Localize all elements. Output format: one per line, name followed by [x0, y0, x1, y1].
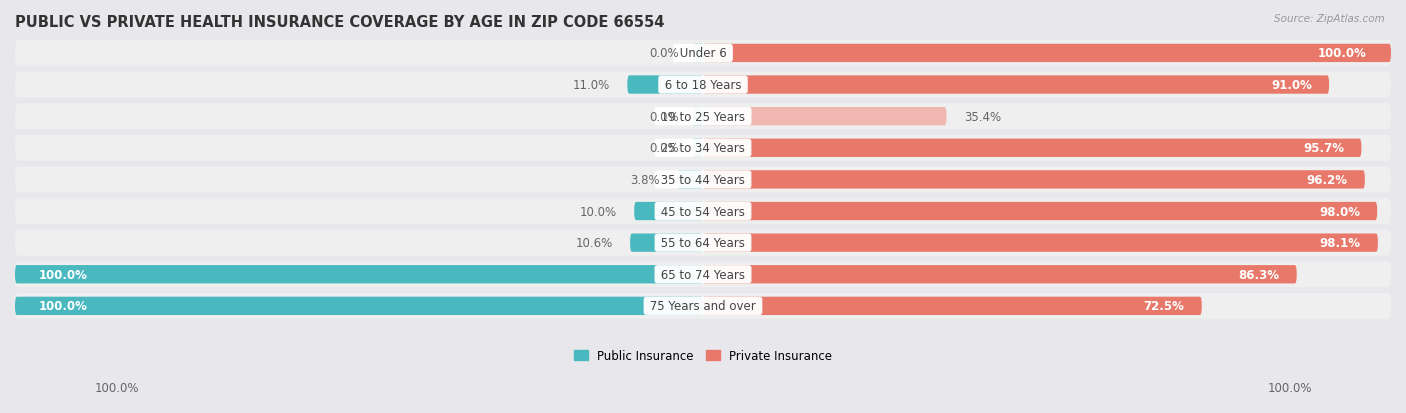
Text: 35.4%: 35.4% — [963, 110, 1001, 123]
FancyBboxPatch shape — [15, 72, 1391, 98]
Text: Under 6: Under 6 — [676, 47, 730, 60]
FancyBboxPatch shape — [15, 135, 1391, 161]
Text: 6 to 18 Years: 6 to 18 Years — [661, 79, 745, 92]
FancyBboxPatch shape — [703, 139, 1361, 158]
FancyBboxPatch shape — [15, 199, 1391, 224]
FancyBboxPatch shape — [15, 230, 1391, 256]
Text: 100.0%: 100.0% — [1317, 47, 1367, 60]
Text: 45 to 54 Years: 45 to 54 Years — [657, 205, 749, 218]
Text: 35 to 44 Years: 35 to 44 Years — [657, 173, 749, 186]
Text: 96.2%: 96.2% — [1306, 173, 1348, 186]
FancyBboxPatch shape — [15, 266, 703, 284]
Text: 98.0%: 98.0% — [1319, 205, 1360, 218]
FancyBboxPatch shape — [703, 266, 1296, 284]
FancyBboxPatch shape — [15, 297, 703, 315]
Text: 10.0%: 10.0% — [579, 205, 617, 218]
FancyBboxPatch shape — [693, 108, 703, 126]
Text: 95.7%: 95.7% — [1303, 142, 1344, 155]
FancyBboxPatch shape — [703, 297, 1202, 315]
FancyBboxPatch shape — [15, 167, 1391, 193]
Text: 100.0%: 100.0% — [1267, 382, 1312, 394]
FancyBboxPatch shape — [703, 76, 1329, 95]
Text: Source: ZipAtlas.com: Source: ZipAtlas.com — [1274, 14, 1385, 24]
FancyBboxPatch shape — [627, 76, 703, 95]
FancyBboxPatch shape — [703, 108, 946, 126]
Text: 72.5%: 72.5% — [1143, 300, 1185, 313]
Text: 75 Years and over: 75 Years and over — [647, 300, 759, 313]
FancyBboxPatch shape — [703, 45, 1391, 63]
FancyBboxPatch shape — [693, 45, 703, 63]
Text: 100.0%: 100.0% — [94, 382, 139, 394]
FancyBboxPatch shape — [15, 262, 1391, 287]
Text: 0.0%: 0.0% — [650, 142, 679, 155]
FancyBboxPatch shape — [703, 234, 1378, 252]
Text: 55 to 64 Years: 55 to 64 Years — [657, 237, 749, 249]
Text: 10.6%: 10.6% — [575, 237, 613, 249]
FancyBboxPatch shape — [15, 41, 1391, 67]
FancyBboxPatch shape — [630, 234, 703, 252]
Text: 11.0%: 11.0% — [572, 79, 610, 92]
Text: PUBLIC VS PRIVATE HEALTH INSURANCE COVERAGE BY AGE IN ZIP CODE 66554: PUBLIC VS PRIVATE HEALTH INSURANCE COVER… — [15, 15, 665, 30]
FancyBboxPatch shape — [703, 202, 1378, 221]
Text: 0.0%: 0.0% — [650, 110, 679, 123]
Legend: Public Insurance, Private Insurance: Public Insurance, Private Insurance — [569, 345, 837, 367]
FancyBboxPatch shape — [676, 171, 703, 189]
Text: 0.0%: 0.0% — [650, 47, 679, 60]
Text: 25 to 34 Years: 25 to 34 Years — [657, 142, 749, 155]
Text: 100.0%: 100.0% — [39, 268, 89, 281]
FancyBboxPatch shape — [15, 293, 1391, 319]
FancyBboxPatch shape — [693, 139, 703, 158]
Text: 3.8%: 3.8% — [630, 173, 659, 186]
Text: 19 to 25 Years: 19 to 25 Years — [657, 110, 749, 123]
Text: 98.1%: 98.1% — [1320, 237, 1361, 249]
Text: 91.0%: 91.0% — [1271, 79, 1312, 92]
FancyBboxPatch shape — [634, 202, 703, 221]
FancyBboxPatch shape — [15, 104, 1391, 130]
Text: 65 to 74 Years: 65 to 74 Years — [657, 268, 749, 281]
FancyBboxPatch shape — [703, 171, 1365, 189]
Text: 86.3%: 86.3% — [1239, 268, 1279, 281]
Text: 100.0%: 100.0% — [39, 300, 89, 313]
